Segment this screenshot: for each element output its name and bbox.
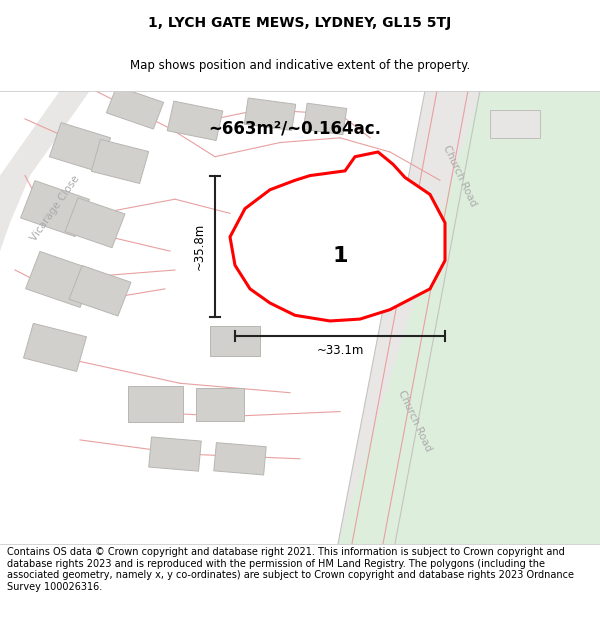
Polygon shape (23, 323, 86, 371)
Text: ~33.1m: ~33.1m (316, 344, 364, 357)
Text: Contains OS data © Crown copyright and database right 2021. This information is : Contains OS data © Crown copyright and d… (7, 547, 574, 592)
Text: Vicarage Close: Vicarage Close (29, 174, 82, 243)
Polygon shape (490, 109, 540, 138)
Polygon shape (49, 122, 110, 172)
Polygon shape (196, 388, 244, 421)
Text: 1: 1 (332, 246, 348, 266)
Polygon shape (285, 213, 375, 275)
Polygon shape (210, 326, 260, 356)
Polygon shape (26, 251, 94, 308)
Text: ~663m²/~0.164ac.: ~663m²/~0.164ac. (209, 119, 382, 138)
Polygon shape (214, 442, 266, 475)
Polygon shape (69, 266, 131, 316)
Polygon shape (167, 101, 223, 141)
Polygon shape (20, 181, 89, 237)
Polygon shape (128, 386, 182, 422)
Polygon shape (338, 91, 480, 544)
Polygon shape (91, 139, 149, 184)
Text: ~35.8m: ~35.8m (193, 222, 205, 270)
Text: Church Road: Church Road (397, 389, 434, 453)
Polygon shape (303, 103, 347, 134)
Polygon shape (230, 152, 445, 321)
Polygon shape (244, 98, 296, 131)
Polygon shape (65, 198, 125, 248)
Text: Church Road: Church Road (442, 143, 479, 208)
Text: 1, LYCH GATE MEWS, LYDNEY, GL15 5TJ: 1, LYCH GATE MEWS, LYDNEY, GL15 5TJ (148, 16, 452, 29)
Polygon shape (0, 91, 90, 251)
Polygon shape (149, 437, 201, 471)
Polygon shape (338, 91, 600, 544)
Text: Map shows position and indicative extent of the property.: Map shows position and indicative extent… (130, 59, 470, 72)
Polygon shape (106, 86, 164, 129)
